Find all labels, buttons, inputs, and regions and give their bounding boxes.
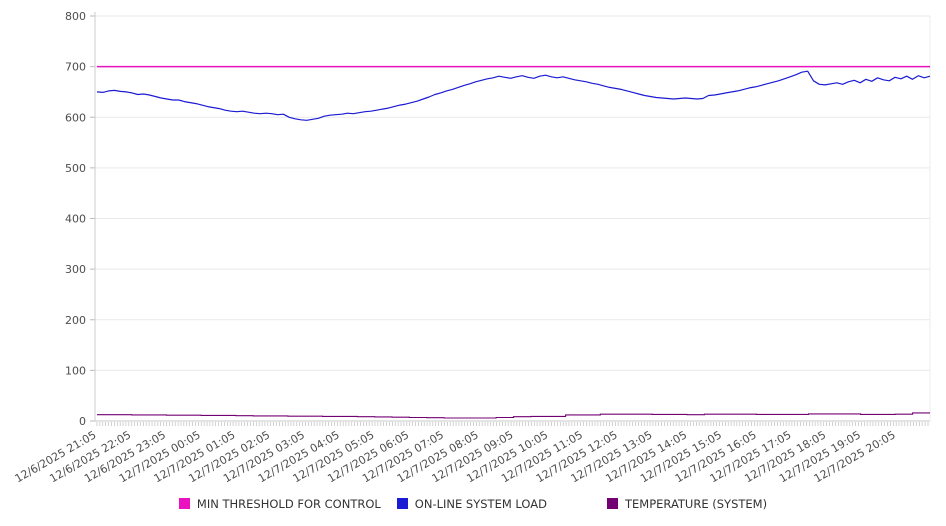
series-temperature-line <box>97 412 930 419</box>
y-axis-tick-label: 200 <box>65 314 86 327</box>
y-axis-tick-label: 600 <box>65 111 86 124</box>
y-axis-tick-label: 500 <box>65 162 86 175</box>
legend-item-min-threshold[interactable]: MIN THRESHOLD FOR CONTROL <box>178 496 381 511</box>
legend-swatch-temperature <box>607 498 618 509</box>
legend-label-min-threshold: MIN THRESHOLD FOR CONTROL <box>196 496 381 511</box>
legend-label-temperature: TEMPERATURE (SYSTEM) <box>625 496 768 511</box>
legend-label-system-load: ON-LINE SYSTEM LOAD <box>414 496 547 511</box>
series-system-load-line <box>96 70 931 121</box>
y-axis-tick-label: 800 <box>65 10 86 23</box>
y-axis-tick-label: 700 <box>65 61 86 74</box>
legend-item-temperature[interactable]: TEMPERATURE (SYSTEM) <box>607 497 767 511</box>
chart-legend: MIN THRESHOLD FOR CONTROL ON-LINE SYSTEM… <box>0 497 946 511</box>
y-axis-tick-label: 400 <box>65 213 86 226</box>
y-axis-tick-label: 300 <box>65 263 86 276</box>
legend-item-system-load[interactable]: ON-LINE SYSTEM LOAD <box>396 496 547 511</box>
y-axis-tick-label: 0 <box>79 415 86 428</box>
legend-swatch-min-threshold <box>178 498 190 509</box>
y-axis-tick-label: 100 <box>65 364 86 377</box>
legend-swatch-system-load <box>396 498 408 509</box>
